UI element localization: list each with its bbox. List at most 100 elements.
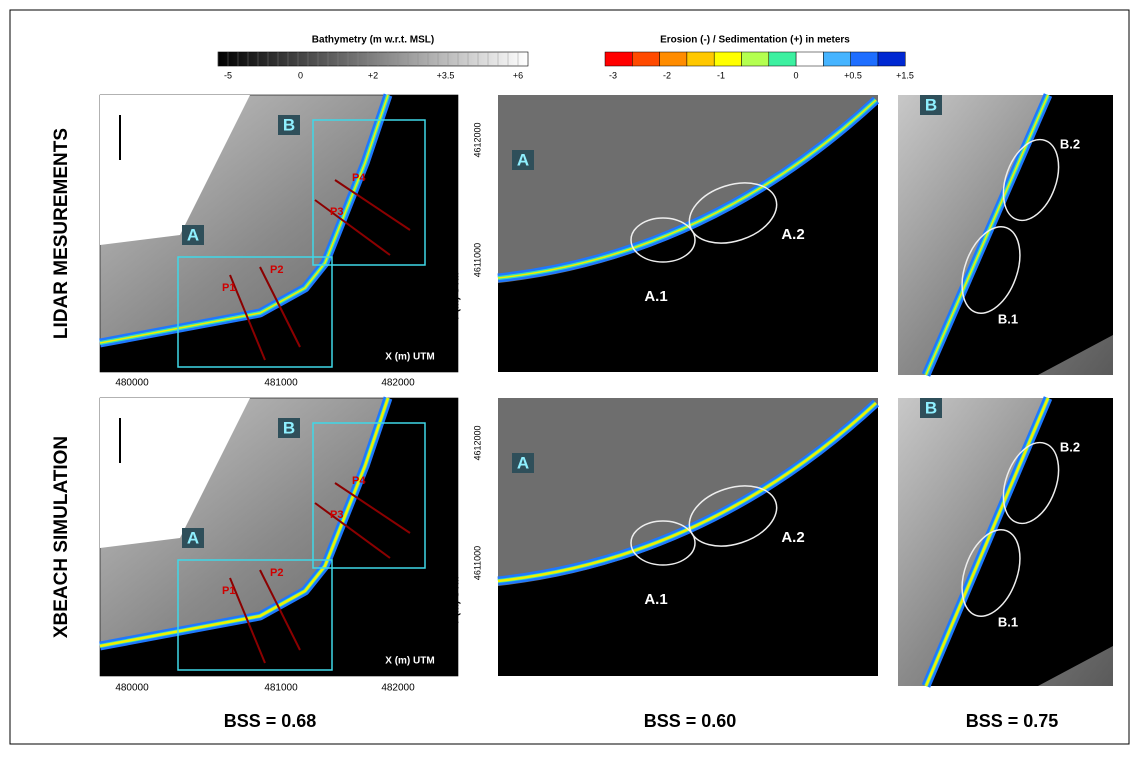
panel-label: B [925,398,937,417]
colorbar-cell [632,51,660,67]
profile-line [314,199,391,256]
y-tick-label: 4611000 [472,546,482,580]
panel-label: A [187,225,199,244]
legend-tick-label: 0 [793,70,798,80]
coast-yellow [497,99,877,279]
map-sea [926,95,1113,375]
area-label: B.2 [1060,136,1080,151]
label-box [512,150,534,170]
colorbar-cell [604,51,633,67]
map-white-top [100,95,250,245]
y-axis-label: Y (m) UTM [451,272,462,321]
panel-label: B [925,95,937,114]
panel: A A.1 A.2 [497,95,880,372]
bathymetry-colorbar [217,51,529,67]
x-tick-label: 482000 [381,378,415,389]
map-sea [498,103,878,372]
y-axis-label: Y (m) UTM [451,576,462,625]
coast-yellow [497,402,877,583]
y-tick-label: 4612000 [472,122,482,157]
profile-label: P2 [270,567,283,579]
legend-title: Bathymetry (m w.r.t. MSL) [312,35,434,46]
colorbar-cell [795,51,824,67]
profile-line [314,502,391,559]
box-b [312,422,426,569]
map-sea [498,406,878,676]
panel-label: A [517,453,529,472]
colorbar-cell [768,51,797,67]
panel: A A.1 A.2 [497,398,880,676]
area-ellipse [1002,441,1060,525]
area-label: A.2 [781,226,804,243]
bss-score: BSS = 0.68 [224,711,317,731]
profile-line [259,569,301,651]
panel-label: B [283,115,295,134]
panel-label: A [517,150,529,169]
area-label: A.2 [781,529,804,546]
legend-tick-label: +2 [368,70,378,80]
area-ellipse [961,529,1021,617]
legend-tick-label: +6 [513,70,523,80]
y-tick-label: 4611000 [472,243,482,277]
x-tick-label: 480000 [115,683,149,694]
x-tick-label: 481000 [264,683,298,694]
colorbar-cell [686,51,715,67]
legend-tick-label: -3 [609,70,617,80]
area-label: B.1 [998,311,1018,326]
panel: B B.1 B.2 [898,93,1113,377]
panel: B B.1 B.2 [898,396,1113,688]
coast-yellow [925,94,1049,376]
profile-label: P4 [352,172,366,184]
label-box [182,528,204,548]
label-box [512,453,534,473]
profile-label: P4 [352,475,366,487]
area-ellipse [630,217,696,263]
bss-score: BSS = 0.60 [644,711,737,731]
y-tick-label: 4612000 [472,425,482,460]
area-label: A.1 [644,591,667,608]
area-ellipse [688,485,778,547]
legend-tick-label: +3.5 [437,70,455,80]
panel: A B P1 P2 P3 P4 X (m) UTM Y (m) UTM 480000 481000… [99,396,482,694]
coast-yellow [99,397,390,648]
bss-score: BSS = 0.75 [966,711,1059,731]
area-label: B.2 [1060,439,1080,454]
colorbar-cell [823,51,851,67]
panel: A B P1 P2 P3 P4 X (m) UTM Y (m) UTM 480000 481000… [99,93,482,389]
x-tick-label: 482000 [381,683,415,694]
box-a [177,559,333,671]
x-tick-label: 481000 [264,378,298,389]
colorbar-cell [850,51,879,67]
colorbar-cell [659,51,688,67]
profile-line [229,274,266,361]
area-label: A.1 [644,288,667,305]
legend-tick-label: -1 [717,70,725,80]
legend-tick-label: 0 [298,70,303,80]
colorbar-cell [741,51,770,67]
label-box [182,225,204,245]
legend-tick-label: -2 [663,70,671,80]
profile-label: P3 [330,206,343,218]
profile-label: P3 [330,509,343,521]
box-b [312,119,426,266]
x-axis-label: X (m) UTM [385,352,434,363]
label-box [278,115,300,135]
legend-tick-label: +0.5 [844,70,862,80]
coast-yellow [99,94,389,344]
colorbar-cell [877,51,906,67]
profile-line [259,266,301,348]
profile-label: P1 [222,585,235,597]
label-box [920,398,942,418]
profile-label: P2 [270,264,283,276]
profile-line [334,482,411,534]
area-label: B.1 [998,614,1018,629]
colorbar-cell [713,51,742,67]
profile-line [334,179,411,231]
profile-label: P1 [222,282,235,294]
label-box [278,418,300,438]
map-white-top [100,398,250,548]
area-ellipse [961,226,1021,314]
panel-label: B [283,418,295,437]
legend-title: Erosion (-) / Sedimentation (+) in meter… [660,35,850,46]
